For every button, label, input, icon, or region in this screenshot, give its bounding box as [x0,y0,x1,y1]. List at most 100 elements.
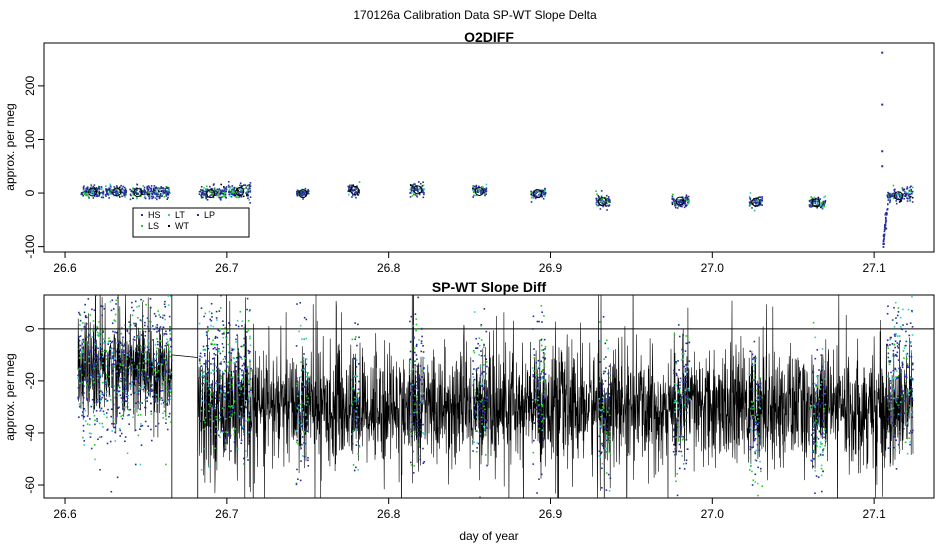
slope-diff-point [239,310,242,313]
slope-diff-point [887,305,889,308]
o2diff-point [93,184,96,186]
slope-diff-point [133,336,136,338]
slope-diff-point [233,389,236,392]
o2diff-point [474,189,476,191]
slope-diff-point [78,403,81,405]
slope-diff-point [118,366,121,369]
o2diff-point [245,192,247,194]
o2diff-point [87,188,89,191]
slope-diff-point [153,393,155,396]
slope-diff-point [483,405,485,408]
slope-diff-point [810,401,813,403]
o2diff-point [412,186,414,189]
slope-diff-point [94,371,97,373]
slope-diff-point [753,439,756,442]
o2diff-point [93,186,96,189]
slope-diff-point [908,413,911,416]
slope-diff-point [415,329,417,332]
slope-diff-point [814,406,816,408]
slope-diff-point [126,406,129,408]
slope-diff-point [419,378,421,381]
o2diff-point [483,191,486,194]
o2diff-point [530,196,533,199]
slope-diff-point [673,389,676,392]
slope-diff-point [601,444,604,447]
o2diff-point [219,189,221,192]
slope-diff-point [298,409,300,411]
slope-diff-point [162,401,165,404]
slope-diff-point [89,436,92,438]
slope-diff-point [307,465,310,467]
slope-diff-point [485,372,487,375]
o2diff-point [152,195,154,198]
slope-diff-point [598,408,601,411]
slope-diff-point [102,355,104,358]
o2diff-point [601,202,604,205]
slope-diff-point [232,405,234,407]
o2diff-point [348,186,351,188]
slope-diff-point [748,469,751,471]
slope-diff-point [535,386,538,389]
o2diff-point [160,186,163,188]
o2diff-point [754,201,756,204]
slope-diff-point [295,377,298,380]
slope-diff-point [811,431,814,433]
slope-diff-point [248,390,251,393]
slope-diff-point [123,344,126,346]
slope-diff-point [240,405,243,408]
slope-diff-point [412,360,415,363]
slope-diff-point [302,416,305,418]
slope-diff-point [757,384,759,386]
slope-diff-point [229,434,232,437]
slope-diff-point [679,426,682,428]
o2diff-point [604,202,606,205]
slope-diff-point [887,352,890,355]
slope-diff-point [110,341,113,344]
slope-diff-point [224,382,227,385]
slope-diff-point [248,254,250,256]
slope-diff-point [543,364,546,367]
slope-diff-point [117,361,120,364]
slope-diff-point [88,385,90,387]
slope-diff-point [206,372,208,375]
slope-diff-point [137,351,140,353]
slope-diff-point [911,334,914,336]
slope-diff-point [540,344,543,347]
slope-diff-point [680,450,682,453]
slope-diff-point [813,405,816,407]
slope-diff-y-tick-label: -40 [23,424,37,442]
o2diff-point [351,191,353,194]
o2diff-point [236,192,239,195]
slope-diff-point [542,377,545,380]
o2diff-point [246,191,248,194]
slope-diff-point [224,442,226,444]
slope-diff-point [606,410,609,413]
o2diff-point [908,190,911,192]
slope-diff-point [200,307,203,309]
slope-diff-point [683,381,686,384]
slope-diff-point [416,384,418,387]
o2diff-point [885,217,887,220]
slope-diff-point [155,379,158,382]
o2diff-point [897,193,900,196]
slope-diff-point [301,425,304,428]
slope-diff-point [159,339,162,342]
slope-diff-point [93,353,96,355]
o2diff-point [820,202,823,204]
slope-diff-point [607,396,609,398]
slope-diff-point [756,399,759,402]
o2diff-point [475,194,477,197]
slope-diff-point [812,371,815,374]
o2diff-point [133,187,135,190]
slope-diff-point [758,406,761,409]
slope-diff-point [415,318,418,320]
o2diff-point [889,194,891,196]
slope-diff-point [105,350,108,352]
slope-diff-point [601,399,604,402]
slope-diff-point [209,414,212,417]
slope-diff-point [202,376,205,379]
slope-diff-point [889,446,892,448]
o2diff-point [165,193,168,196]
o2diff-point [688,201,690,203]
slope-diff-point [83,444,85,446]
